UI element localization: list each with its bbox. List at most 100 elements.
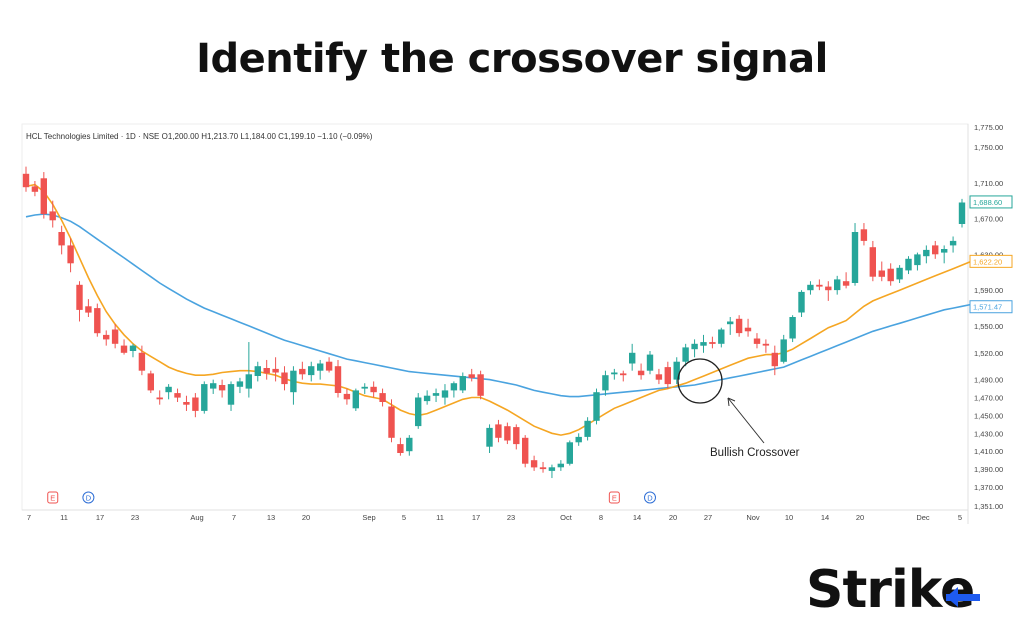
logo-text: Strike [806, 560, 975, 620]
candle-body [958, 202, 966, 224]
candle-body [397, 444, 404, 453]
candle-body [103, 334, 110, 340]
candle-body [727, 321, 734, 325]
candle-body [40, 178, 47, 215]
x-tick-label: Oct [560, 513, 573, 522]
y-tick-label: 1,430.00 [974, 429, 1003, 438]
candle-body [530, 460, 538, 468]
candle-body [76, 284, 83, 310]
y-tick-label-bottom: 1,351.00 [974, 502, 1003, 511]
plot-area [21, 123, 969, 511]
candle-body [299, 368, 306, 375]
x-tick-label: 13 [267, 513, 275, 522]
y-tick-label: 1,520.00 [974, 349, 1003, 358]
candle-body [111, 329, 119, 344]
candle-body [263, 368, 270, 374]
candle-body [735, 318, 743, 334]
annotation-label: Bullish Crossover [710, 447, 800, 459]
candle-body [753, 338, 761, 344]
y-tick-label: 1,470.00 [974, 394, 1003, 403]
candle-body [441, 390, 449, 398]
x-tick-label: 11 [60, 513, 68, 522]
candle-body [227, 384, 235, 405]
candle-body [129, 345, 137, 351]
candle-body [816, 284, 823, 287]
candle-body [432, 393, 440, 396]
x-tick-label: 17 [472, 513, 480, 522]
candle-body [138, 352, 146, 371]
annotation-arrow-line [727, 397, 765, 444]
x-tick-label: 10 [785, 513, 793, 522]
candle-body [620, 373, 627, 376]
candle-body [477, 374, 484, 396]
candle-body [860, 229, 868, 241]
candle-body [165, 386, 172, 393]
ma-fast-tag: 1,622.20 [973, 257, 1002, 266]
ma-slow-tag: 1,571.47 [973, 303, 1002, 312]
candle-body [361, 386, 368, 389]
candle-body [655, 374, 663, 380]
candle-body [869, 247, 876, 277]
x-tick-label: 23 [507, 513, 515, 522]
candle-body [218, 385, 226, 391]
y-tick-label: 1,550.00 [974, 322, 1003, 331]
candle-body [459, 376, 466, 391]
ma-fast-line [25, 183, 972, 436]
candle-body [771, 352, 778, 367]
candle-body [22, 173, 30, 188]
event-marker-label: E [50, 494, 55, 503]
candle-body [317, 363, 324, 371]
x-tick-label: Nov [746, 513, 760, 522]
candle-body [156, 397, 163, 400]
chart-header: HCL Technologies Limited · 1D · NSE O1,2… [26, 132, 373, 141]
candle-body [388, 406, 395, 438]
candle-body [120, 345, 128, 353]
event-marker-label: D [86, 494, 92, 503]
dividend-marker [82, 491, 95, 504]
logo-arrow-icon [946, 587, 980, 607]
candle-body [513, 427, 520, 445]
candle-body [664, 367, 671, 385]
candle-body [709, 342, 716, 344]
event-marker-label: E [612, 494, 617, 503]
candle-body [691, 343, 698, 350]
candle-body [370, 386, 377, 393]
candle-body [825, 286, 832, 291]
candle-body [887, 268, 894, 282]
crossover-circle [677, 358, 723, 404]
candle-body [183, 402, 190, 405]
candle-body [629, 352, 636, 364]
candle-body [504, 426, 511, 441]
strike-logo: Strike [806, 560, 996, 620]
last-price-tag-box [969, 195, 1013, 209]
candle-body [343, 393, 351, 400]
page-title: Identify the crossover signal [196, 36, 828, 82]
candle-body [932, 245, 939, 255]
candle-body [245, 374, 252, 389]
candle-body [914, 254, 921, 266]
candle-body [450, 383, 458, 391]
candle-body [495, 424, 502, 438]
candle-body [334, 366, 342, 393]
candle-body [789, 317, 796, 339]
y-tick-label: 1,370.00 [974, 483, 1003, 492]
x-tick-label: 8 [599, 513, 603, 522]
candle-body [807, 284, 814, 291]
ma-slow-line [25, 213, 972, 398]
candle-body [147, 373, 154, 391]
x-tick-label: Dec [916, 513, 930, 522]
x-tick-label: 20 [669, 513, 677, 522]
candle-body [718, 329, 725, 344]
annotation-arrow-head [727, 397, 736, 407]
candle-body [174, 393, 181, 398]
candle-body [557, 463, 564, 468]
candle-body [842, 281, 850, 286]
candle-body [423, 395, 431, 402]
candle-body [67, 245, 74, 264]
y-tick-label: 1,750.00 [974, 143, 1003, 152]
candle-body [210, 383, 217, 389]
candle-body [834, 279, 841, 291]
candle-body [673, 361, 680, 380]
candle-body [192, 397, 199, 411]
